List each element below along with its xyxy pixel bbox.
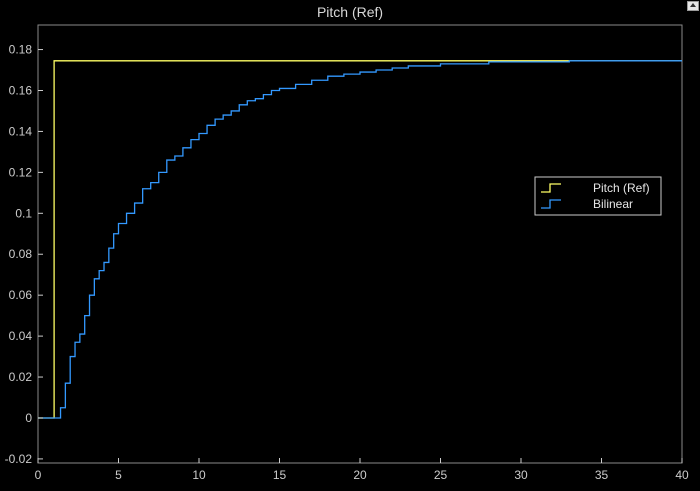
series-lines	[38, 60, 682, 419]
x-tick-label: 10	[192, 468, 206, 482]
legend-box	[534, 176, 662, 216]
x-tick-label: 0	[35, 468, 42, 482]
axes-frame	[37, 24, 683, 464]
chart-title: Pitch (Ref)	[317, 4, 383, 20]
plot-area	[38, 25, 682, 463]
y-tick-label: -0.02	[5, 452, 33, 466]
y-tick-label: 0.14	[9, 124, 33, 138]
x-tick-label: 35	[595, 468, 609, 482]
x-tick-label: 5	[115, 468, 122, 482]
legend-swatch	[541, 199, 561, 209]
x-tick-label: 15	[273, 468, 287, 482]
x-tick-label: 20	[353, 468, 367, 482]
tick-labels: 0 5 10 15 20 25 30 35 40-0.0200.020.040.060.080.…	[5, 43, 689, 482]
y-tick-label: 0.16	[9, 83, 33, 97]
y-tick-label: 0.18	[9, 43, 33, 57]
legend-label: Bilinear	[593, 197, 633, 211]
y-tick-label: 0.1	[15, 206, 32, 220]
x-tick-label: 40	[675, 468, 689, 482]
y-tick-label: 0.02	[9, 370, 33, 384]
y-tick-label: 0.08	[9, 247, 33, 261]
undock-icon[interactable]	[687, 1, 699, 11]
y-tick-label: 0.12	[9, 165, 33, 179]
y-tick-label: 0	[25, 411, 32, 425]
y-tick-label: 0.06	[9, 288, 33, 302]
legend-swatch	[541, 183, 561, 193]
series-line-bilinear	[38, 60, 682, 419]
legend[interactable]: Pitch (Ref) Bilinear	[534, 176, 662, 216]
x-tick-label: 25	[434, 468, 448, 482]
x-tick-label: 30	[514, 468, 528, 482]
y-tick-label: 0.04	[9, 329, 33, 343]
legend-label: Pitch (Ref)	[593, 181, 650, 195]
